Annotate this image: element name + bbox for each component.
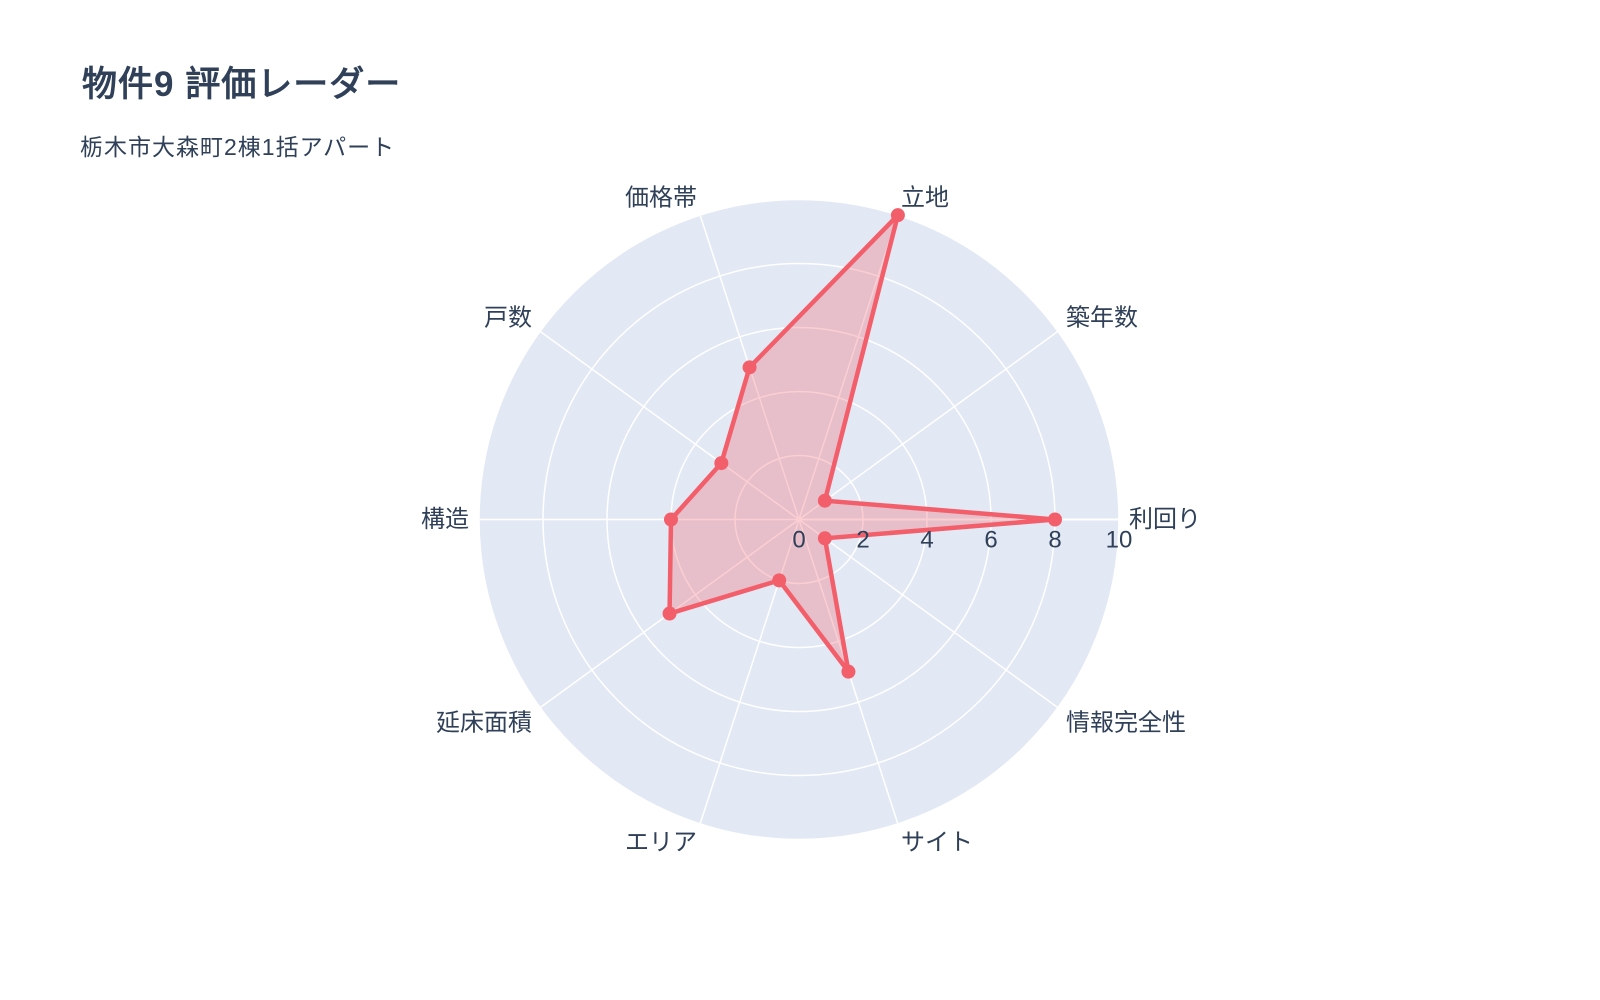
data-point	[664, 512, 678, 527]
data-point	[817, 531, 832, 546]
axis-label-8: 戸数	[484, 305, 532, 332]
grid-spoke	[798, 518, 1059, 709]
data-point	[817, 493, 832, 508]
axis-label-1: 築年数	[1066, 305, 1138, 332]
chart-subtitle: 栃木市大森町2棟1括アパート	[80, 134, 396, 160]
radial-tick-label: 10	[1106, 526, 1133, 553]
grid-spoke	[798, 330, 1059, 521]
data-point	[1048, 512, 1062, 527]
data-point	[714, 456, 729, 471]
axis-label-7: 構造	[421, 506, 469, 533]
radial-tick-label: 6	[984, 526, 997, 553]
data-point	[742, 360, 757, 375]
grid-spoke	[699, 519, 800, 825]
axis-label-5: エリア	[625, 829, 697, 856]
radial-tick-label: 8	[1048, 526, 1061, 553]
radial-tick-label: 0	[792, 526, 805, 553]
data-point	[841, 664, 856, 679]
axis-label-0: 立地	[901, 185, 949, 212]
axis-label-9: 価格帯	[625, 185, 697, 212]
radial-tick-label: 4	[920, 526, 933, 553]
radial-tick-label: 2	[856, 526, 869, 553]
grid-spoke	[539, 330, 800, 521]
data-point	[890, 208, 905, 223]
data-point	[772, 573, 787, 588]
chart-title: 物件9 評価レーダー	[82, 65, 402, 104]
axis-label-2: 利回り	[1129, 506, 1201, 533]
grid-spoke	[798, 214, 899, 520]
axis-label-4: サイト	[901, 829, 973, 856]
axis-label-6: 延床面積	[436, 709, 532, 736]
axis-label-3: 情報完全性	[1066, 709, 1186, 736]
data-point	[662, 606, 677, 621]
